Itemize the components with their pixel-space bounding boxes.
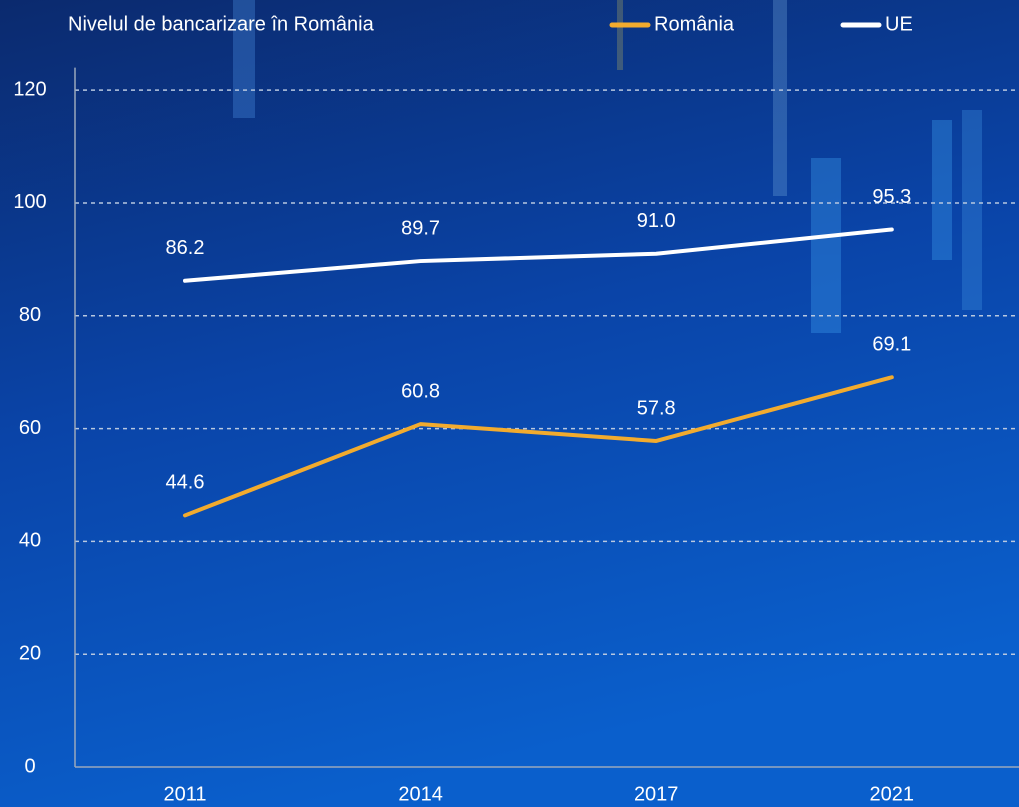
- y-tick-label: 60: [19, 417, 41, 439]
- y-tick-label: 0: [24, 755, 35, 777]
- decor-candles: [233, 0, 982, 333]
- data-label: 69.1: [872, 334, 911, 356]
- chart-title: Nivelul de bancarizare în România: [68, 13, 375, 35]
- y-tick-label: 80: [19, 304, 41, 326]
- data-label: 95.3: [872, 186, 911, 208]
- series-line: [183, 375, 894, 518]
- series-line: [183, 227, 894, 283]
- data-label: 60.8: [401, 380, 440, 402]
- data-label: 89.7: [401, 217, 440, 239]
- y-tick-label: 100: [13, 191, 46, 213]
- x-tick-label: 2017: [634, 783, 679, 805]
- x-tick-label: 2021: [870, 783, 915, 805]
- legend-label: UE: [885, 13, 913, 35]
- y-tick-label: 120: [13, 78, 46, 100]
- data-label: 44.6: [166, 472, 205, 494]
- legend-label: România: [654, 13, 735, 35]
- data-label: 57.8: [637, 397, 676, 419]
- x-tick-label: 2014: [398, 783, 443, 805]
- data-label: 86.2: [166, 237, 205, 259]
- y-tick-label: 40: [19, 530, 41, 552]
- data-label: 91.0: [637, 210, 676, 232]
- y-tick-label: 20: [19, 642, 41, 664]
- x-tick-label: 2011: [163, 783, 206, 805]
